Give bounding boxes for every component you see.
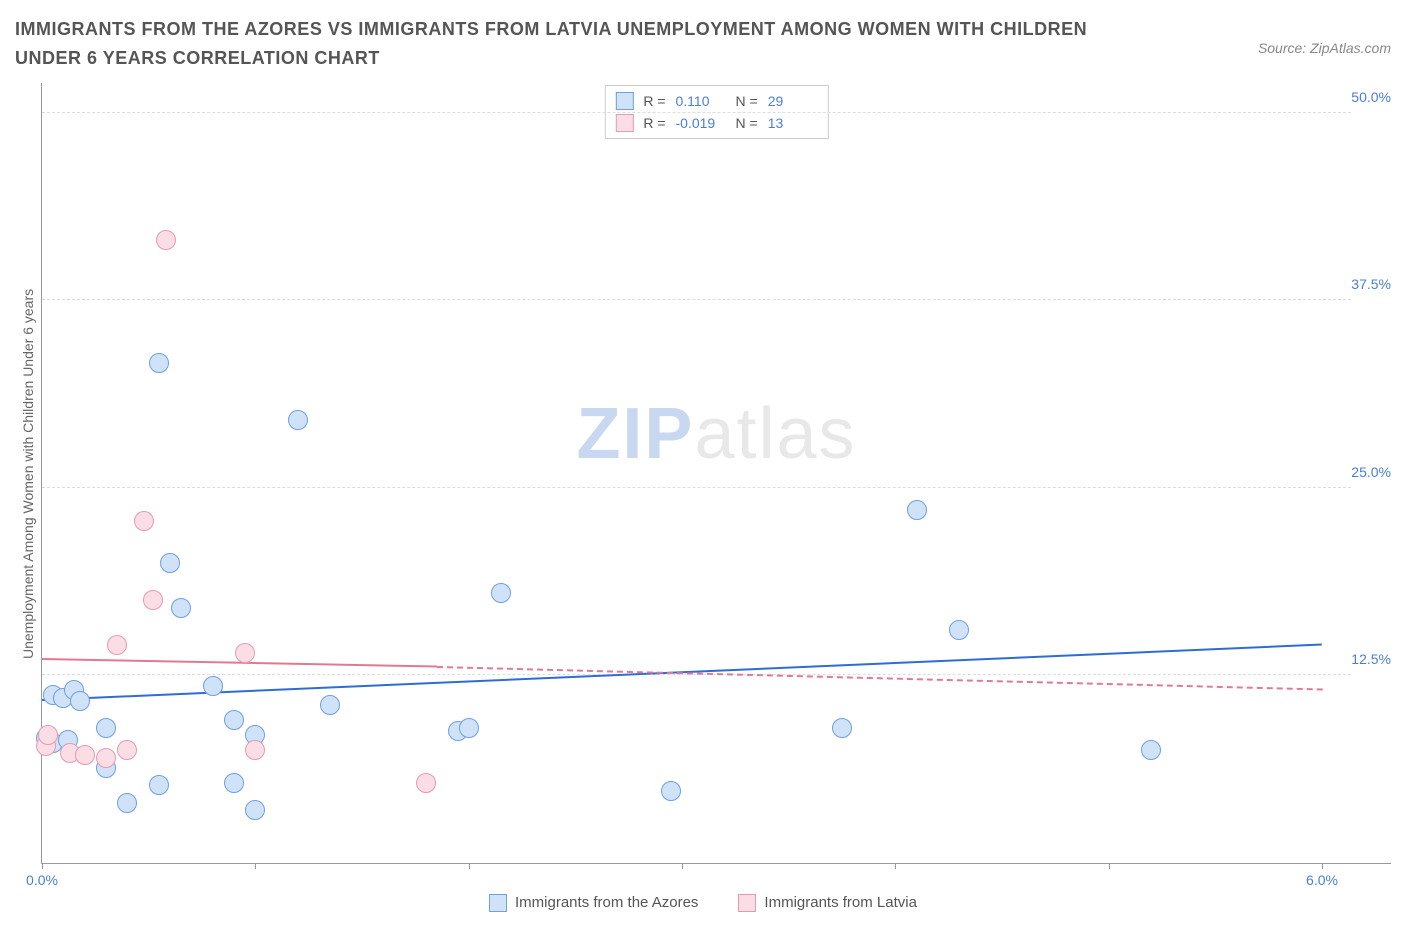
y-tick-label: 25.0% bbox=[1351, 464, 1391, 480]
r-value: -0.019 bbox=[676, 115, 726, 131]
data-point bbox=[134, 511, 154, 531]
legend-item: Immigrants from Latvia bbox=[738, 894, 917, 912]
legend-label: Immigrants from the Azores bbox=[515, 894, 698, 911]
legend-label: Immigrants from Latvia bbox=[764, 894, 917, 911]
data-point bbox=[1141, 740, 1161, 760]
data-point bbox=[171, 598, 191, 618]
gridline bbox=[42, 299, 1351, 300]
data-point bbox=[661, 781, 681, 801]
chart-title: IMMIGRANTS FROM THE AZORES VS IMMIGRANTS… bbox=[15, 15, 1115, 73]
x-tick bbox=[682, 863, 683, 869]
data-point bbox=[491, 583, 511, 603]
data-point bbox=[107, 635, 127, 655]
bottom-legend: Immigrants from the Azores Immigrants fro… bbox=[15, 894, 1391, 912]
x-tick bbox=[1109, 863, 1110, 869]
data-point bbox=[416, 773, 436, 793]
data-point bbox=[224, 773, 244, 793]
legend-swatch bbox=[489, 894, 507, 912]
data-point bbox=[117, 740, 137, 760]
gridline bbox=[42, 112, 1351, 113]
x-tick bbox=[895, 863, 896, 869]
data-point bbox=[143, 590, 163, 610]
data-point bbox=[160, 553, 180, 573]
data-point bbox=[224, 710, 244, 730]
data-point bbox=[117, 793, 137, 813]
gridline bbox=[42, 487, 1351, 488]
n-label: N = bbox=[736, 93, 758, 109]
watermark: ZIPatlas bbox=[576, 393, 856, 475]
data-point bbox=[907, 500, 927, 520]
data-point bbox=[203, 676, 223, 696]
data-point bbox=[832, 718, 852, 738]
n-value: 29 bbox=[768, 93, 818, 109]
x-tick bbox=[255, 863, 256, 869]
n-value: 13 bbox=[768, 115, 818, 131]
data-point bbox=[245, 800, 265, 820]
data-point bbox=[288, 410, 308, 430]
data-point bbox=[70, 691, 90, 711]
r-value: 0.110 bbox=[676, 93, 726, 109]
data-point bbox=[149, 775, 169, 795]
n-label: N = bbox=[736, 115, 758, 131]
legend-swatch bbox=[615, 114, 633, 132]
x-tick-label: 6.0% bbox=[1306, 872, 1338, 888]
x-tick bbox=[42, 863, 43, 869]
data-point bbox=[96, 718, 116, 738]
legend-item: Immigrants from the Azores bbox=[489, 894, 698, 912]
x-tick bbox=[1322, 863, 1323, 869]
y-tick-label: 12.5% bbox=[1351, 651, 1391, 667]
data-point bbox=[38, 725, 58, 745]
r-label: R = bbox=[643, 115, 665, 131]
stats-row: R = 0.110 N = 29 bbox=[615, 90, 817, 112]
data-point bbox=[156, 230, 176, 250]
source-label: Source: ZipAtlas.com bbox=[1258, 40, 1391, 56]
y-tick-label: 50.0% bbox=[1351, 89, 1391, 105]
x-tick bbox=[469, 863, 470, 869]
legend-swatch bbox=[615, 92, 633, 110]
data-point bbox=[949, 620, 969, 640]
data-point bbox=[96, 748, 116, 768]
data-point bbox=[320, 695, 340, 715]
stats-row: R = -0.019 N = 13 bbox=[615, 112, 817, 134]
legend-swatch bbox=[738, 894, 756, 912]
data-point bbox=[245, 740, 265, 760]
x-tick-label: 0.0% bbox=[26, 872, 58, 888]
data-point bbox=[75, 745, 95, 765]
data-point bbox=[459, 718, 479, 738]
plot-area: ZIPatlas R = 0.110 N = 29 R = -0.019 N = 13 12.… bbox=[41, 83, 1391, 864]
y-tick-label: 37.5% bbox=[1351, 276, 1391, 292]
r-label: R = bbox=[643, 93, 665, 109]
data-point bbox=[149, 353, 169, 373]
data-point bbox=[235, 643, 255, 663]
